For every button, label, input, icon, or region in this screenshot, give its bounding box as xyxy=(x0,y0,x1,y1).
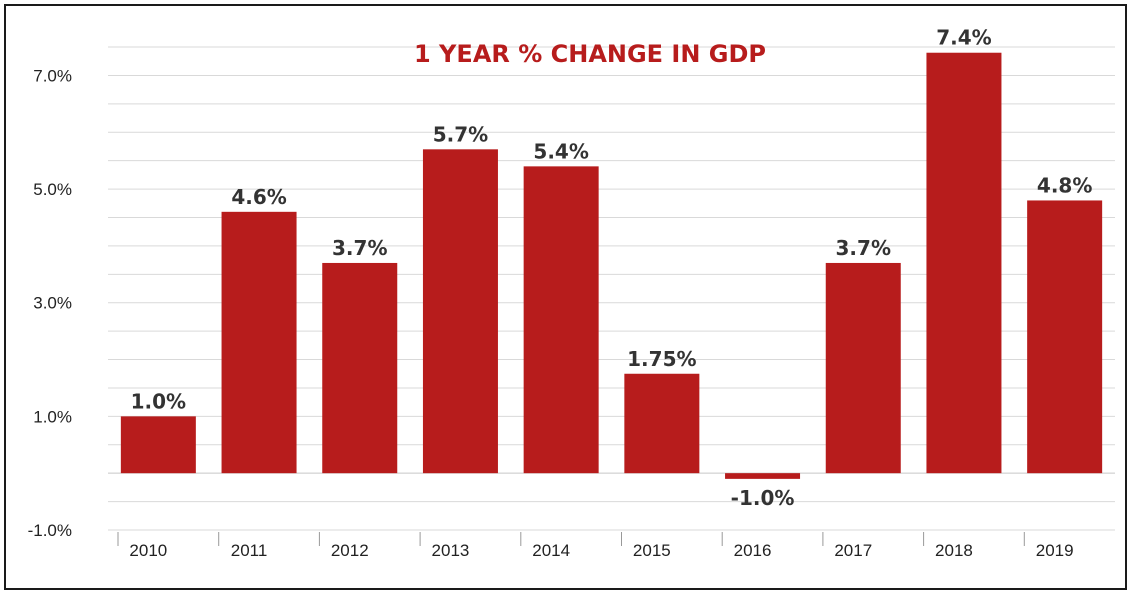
y-tick-label: 1.0% xyxy=(33,407,72,426)
data-label-2010: 1.0% xyxy=(131,389,186,413)
data-label-2016: -1.0% xyxy=(731,486,795,510)
bar-2012 xyxy=(322,262,398,474)
data-label-2011: 4.6% xyxy=(231,185,286,209)
x-tick-label: 2010 xyxy=(129,541,167,560)
x-tick-label: 2018 xyxy=(935,541,973,560)
y-axis-ticks: -1.0% 1.0% 3.0% 5.0% 7.0% xyxy=(28,66,72,540)
x-tick-label: 2014 xyxy=(532,541,570,560)
data-label-2012: 3.7% xyxy=(332,236,387,260)
x-tick-label: 2017 xyxy=(834,541,872,560)
bar-2010 xyxy=(120,416,196,474)
data-label-2019: 4.8% xyxy=(1037,173,1092,197)
data-label-2013: 5.7% xyxy=(433,122,488,146)
x-tick-label: 2012 xyxy=(331,541,369,560)
x-tick-label: 2011 xyxy=(231,541,268,560)
data-labels: 1.0% 4.6% 3.7% 5.7% 5.4% 1.75% -1.0% 3.7% 7.4% 4.… xyxy=(131,26,1093,510)
data-label-2017: 3.7% xyxy=(836,236,891,260)
bar-2016 xyxy=(725,473,801,479)
y-tick-label: 5.0% xyxy=(33,180,72,199)
y-tick-label: -1.0% xyxy=(28,521,72,540)
x-axis-ticks: 2010 2011 2012 2013 2014 2015 2016 2017 2018 2019 xyxy=(117,532,1074,560)
bar-2013 xyxy=(422,149,498,474)
data-label-2018: 7.4% xyxy=(936,26,991,50)
bar-2015 xyxy=(624,373,700,474)
bars xyxy=(120,52,1103,479)
x-tick-label: 2016 xyxy=(734,541,772,560)
bar-2017 xyxy=(825,262,901,474)
data-label-2015: 1.75% xyxy=(627,347,696,371)
x-tick-label: 2019 xyxy=(1036,541,1074,560)
bar-2011 xyxy=(221,211,297,474)
bar-2018 xyxy=(926,52,1002,474)
chart-title: 1 YEAR % CHANGE IN GDP xyxy=(414,40,766,68)
y-tick-label: 3.0% xyxy=(33,294,72,313)
bar-2014 xyxy=(523,166,599,474)
x-tick-label: 2015 xyxy=(633,541,671,560)
x-tick-label: 2013 xyxy=(432,541,470,560)
bar-2019 xyxy=(1027,200,1103,474)
data-label-2014: 5.4% xyxy=(533,139,588,163)
y-tick-label: 7.0% xyxy=(33,66,72,85)
